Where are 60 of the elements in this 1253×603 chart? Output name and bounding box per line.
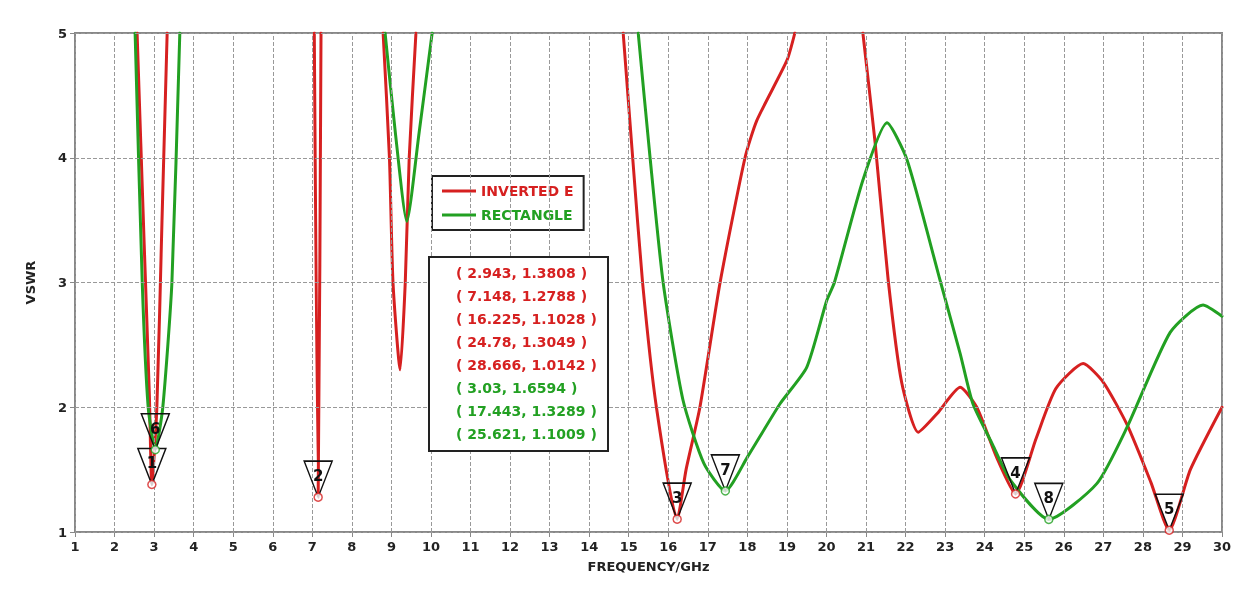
x-tick-label: 28 (1133, 539, 1152, 554)
x-tick-label: 20 (817, 539, 836, 554)
x-tick-label: 25 (1015, 539, 1034, 554)
x-tick-label: 22 (896, 539, 915, 554)
y-tick-label: 2 (57, 399, 67, 415)
annotation: ( 17.443, 1.3289 ) (456, 402, 597, 421)
x-tick-label: 3 (149, 539, 159, 554)
legend-label: RECTANGLE (481, 207, 573, 223)
y-tick-label: 4 (57, 150, 67, 166)
x-tick-label: 18 (738, 539, 757, 554)
x-tick-label: 19 (777, 539, 796, 554)
x-tick-label: 5 (228, 539, 238, 554)
x-tick-label: 6 (268, 539, 278, 554)
annotation: 4 (1010, 463, 1021, 482)
point (313, 492, 323, 502)
y-tick-label: 5 (57, 25, 67, 41)
x-tick-label: 30 (1212, 539, 1232, 554)
annotation: ( 7.148, 1.2788 ) (456, 287, 589, 306)
x-tick-label: 17 (698, 539, 717, 554)
point (1044, 514, 1054, 525)
annotation: ( 25.621, 1.1009 ) (456, 425, 597, 444)
x-tick-label: 24 (975, 539, 994, 554)
y-axis-title: VSWR (23, 260, 38, 305)
x-tick-label: 8 (347, 539, 357, 554)
y-tick-label: 1 (57, 524, 67, 540)
annotation: ( 2.943, 1.3808 ) (456, 264, 589, 283)
point (147, 479, 157, 490)
x-axis-title: FREQUENCY/GHz (587, 559, 710, 574)
point (1164, 525, 1174, 535)
x-tick-label: 9 (386, 539, 396, 554)
x-tick-label: 7 (307, 539, 317, 554)
x-tick-label: 16 (659, 539, 678, 554)
legend-label: INVERTED E (481, 183, 574, 199)
x-tick-label: 14 (580, 539, 599, 554)
x-tick-label: 21 (856, 539, 876, 554)
x-tick-label: 4 (189, 539, 199, 554)
point (672, 514, 682, 524)
x-tick-label: 12 (501, 539, 520, 554)
x-tick-label: 15 (619, 539, 638, 554)
point (720, 486, 731, 496)
annotation: 7 (720, 460, 731, 479)
annotation: 5 (1164, 500, 1175, 519)
annotation: ( 16.225, 1.1028 ) (456, 310, 597, 329)
x-tick-label: 13 (540, 539, 559, 554)
y-tick-label: 3 (57, 275, 67, 290)
x-tick-label: 11 (461, 539, 480, 554)
x-tick-label: 27 (1094, 539, 1113, 554)
annotation: ( 28.666, 1.0142 ) (456, 356, 597, 375)
point (150, 444, 161, 455)
x-tick-label: 29 (1173, 539, 1192, 554)
annotation: ( 3.03, 1.6594 ) (456, 379, 579, 398)
annotation: ( 24.78, 1.3049 ) (456, 333, 589, 352)
x-tick-label: 10 (421, 539, 441, 554)
x-tick-label: 23 (936, 539, 955, 554)
annotation: 6 (150, 419, 161, 438)
annotation: 8 (1043, 489, 1055, 508)
x-tick-label: 26 (1054, 539, 1073, 554)
point (1010, 489, 1021, 499)
x-tick-label: 1 (70, 539, 80, 554)
x-tick-label: 2 (110, 539, 120, 554)
